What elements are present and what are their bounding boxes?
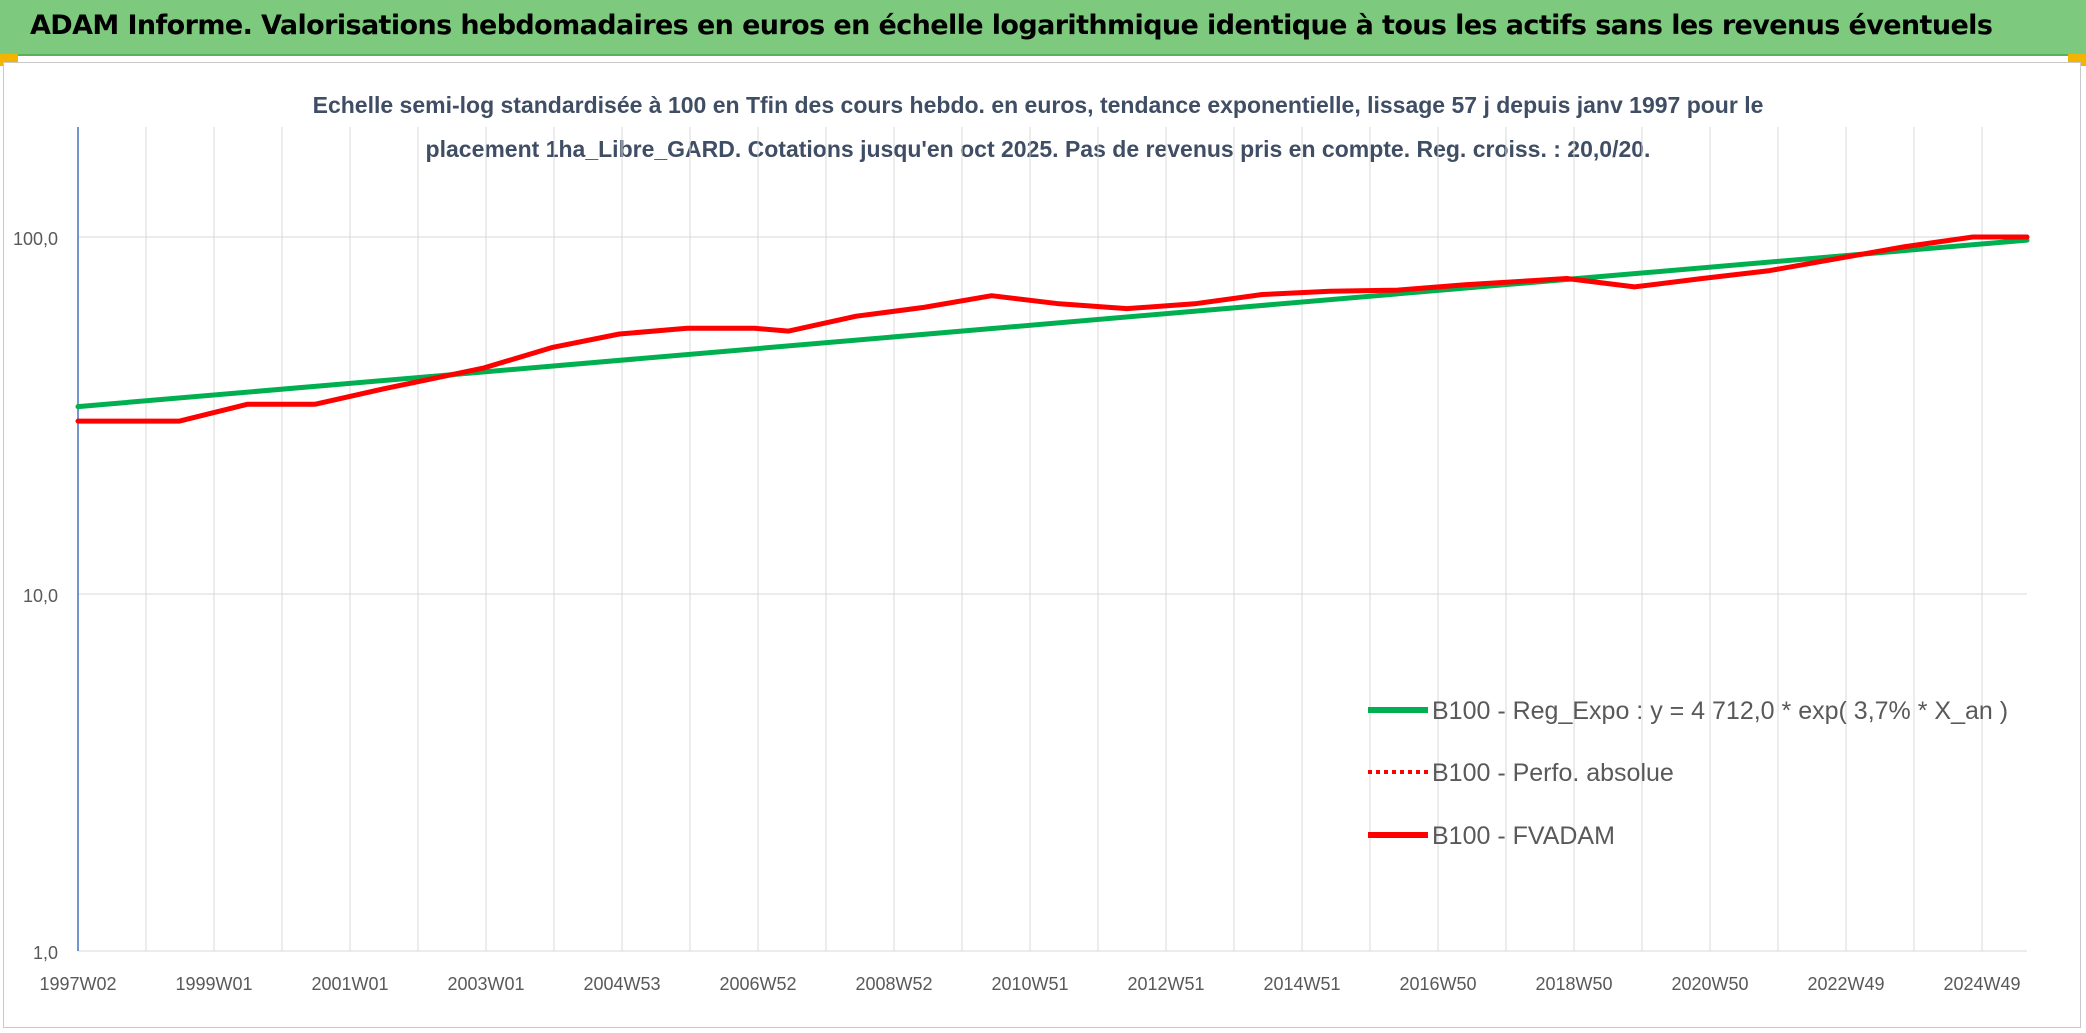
x-tick-label: 2014W51 [1263,974,1340,994]
page-title: ADAM Informe. Valorisations hebdomadaire… [30,10,1993,41]
series-line-2 [75,234,2030,424]
x-tick-label: 1997W02 [39,974,116,994]
y-tick-label: 10,0 [23,586,58,606]
legend-label: B100 - Perfo. absolue [1432,759,1674,787]
x-tick-label: 2012W51 [1127,974,1204,994]
legend-label: B100 - FVADAM [1432,822,1615,850]
x-tick-label: 2010W51 [991,974,1068,994]
x-tick-label: 2020W50 [1671,974,1748,994]
x-tick-label: 2008W52 [855,974,932,994]
grid: 1,0 10,0 100,0 1997W02 1999W01 2001W01 2003W01… [13,127,2027,994]
x-tick-label: 2001W01 [311,974,388,994]
chart-title-line-1: Echelle semi-log standardisée à 100 en T… [313,92,1764,118]
y-tick-label: 100,0 [13,229,58,249]
series-line-0 [75,237,2030,410]
x-tick-label: 2004W53 [583,974,660,994]
x-tick-label: 1999W01 [175,974,252,994]
header-bar: ADAM Informe. Valorisations hebdomadaire… [0,0,2086,56]
x-tick-label: 2024W49 [1943,974,2020,994]
chart-title-line-2: placement 1ha_Libre_GARD. Cotations jusq… [426,136,1651,162]
x-tick-label: 2003W01 [447,974,524,994]
x-tick-label: 2016W50 [1399,974,1476,994]
x-tick-label: 2018W50 [1535,974,1612,994]
plot-area [75,234,2030,424]
y-tick-label: 1,0 [33,943,58,963]
legend: B100 - Reg_Expo : y = 4 712,0 * exp( 3,7… [1368,697,2008,850]
legend-label: B100 - Reg_Expo : y = 4 712,0 * exp( 3,7… [1432,697,2008,725]
chart-frame [3,62,2081,1028]
x-tick-label: 2006W52 [719,974,796,994]
x-tick-label: 2022W49 [1807,974,1884,994]
